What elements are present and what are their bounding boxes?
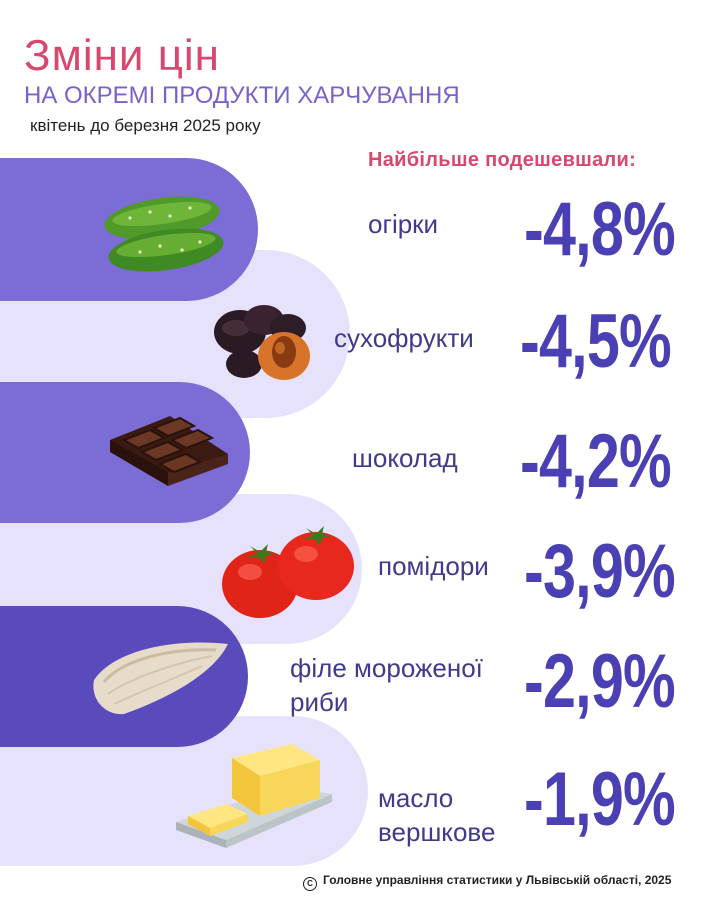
item-label-cucumbers: огірки: [368, 209, 439, 239]
tomato-icon: [222, 526, 354, 618]
item-label-fish-fillet-2: риби: [290, 687, 349, 717]
footer-text: Головне управління статистики у Львівськ…: [323, 873, 672, 887]
fish-fillet-icon: [93, 642, 228, 715]
item-value-chocolate: -4,2%: [520, 419, 672, 504]
dried-fruit-icon: [214, 305, 310, 380]
copyright-icon: C: [303, 877, 317, 891]
item-value-dried-fruits: -4,5%: [520, 299, 672, 384]
section-heading: Найбільше подешевшали:: [368, 149, 637, 171]
item-label-butter-2: вершкове: [378, 817, 496, 847]
item-value-butter: -1,9%: [524, 757, 676, 842]
item-label-butter-1: масло: [378, 783, 454, 813]
item-label-fish-fillet-1: філе мороженої: [290, 653, 483, 683]
item-value-fish-fillet: -2,9%: [524, 639, 676, 724]
butter-icon: [176, 744, 332, 848]
chocolate-icon: [110, 416, 228, 486]
cucumber-icon: [104, 196, 224, 272]
page-subtitle: НА ОКРЕМІ ПРОДУКТИ ХАРЧУВАННЯ: [24, 82, 460, 109]
footer-source: C Головне управління статистики у Львівсь…: [303, 874, 671, 891]
item-value-tomatoes: -3,9%: [524, 529, 676, 614]
item-label-tomatoes: помідори: [378, 551, 489, 581]
item-label-dried-fruits: сухофрукти: [334, 323, 474, 353]
item-value-cucumbers: -4,8%: [524, 187, 676, 272]
page-title: Зміни цін: [24, 31, 220, 80]
period-text: квітень до березня 2025 року: [30, 116, 261, 135]
item-label-chocolate: шоколад: [352, 443, 458, 473]
